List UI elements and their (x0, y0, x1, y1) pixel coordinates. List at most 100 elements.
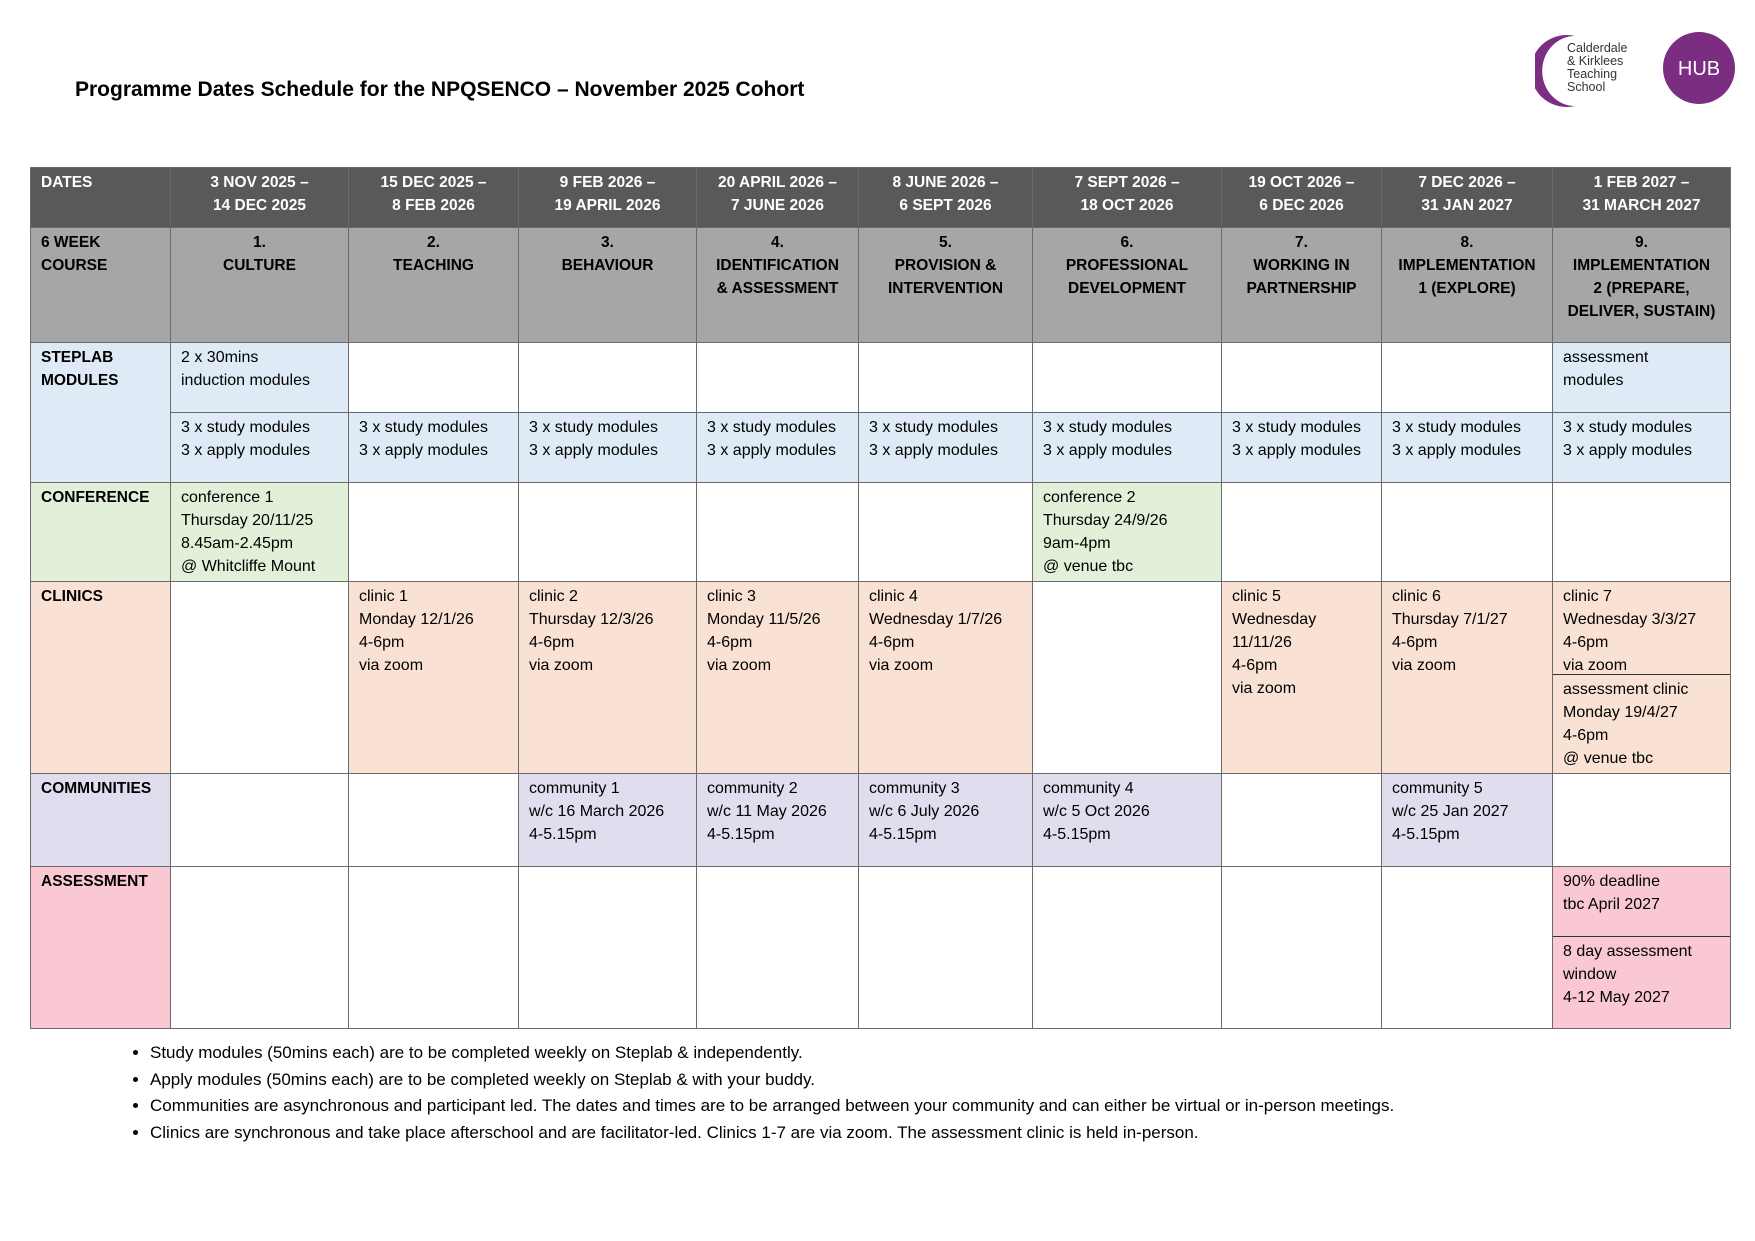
table-row: CLINICS clinic 1 Monday 12/1/26 4-6pm via… (30, 581, 1731, 774)
community-cell (170, 773, 349, 867)
note-item: Communities are asynchronous and partici… (150, 1093, 1394, 1120)
note-item: Apply modules (50mins each) are to be co… (150, 1067, 1394, 1094)
date-range-header: 19 OCT 2026 – 6 DEC 2026 (1221, 167, 1382, 228)
community-cell (1221, 773, 1382, 867)
steplab-cell: 3 x study modules 3 x apply modules (170, 412, 349, 483)
school-logo: Calderdale & Kirklees Teaching School HU… (1535, 32, 1735, 107)
clinic-cell: clinic 2 Thursday 12/3/26 4-6pm via zoom (518, 581, 697, 774)
steplab-cell (1221, 342, 1382, 413)
assessment-clinic: assessment clinic Monday 19/4/27 4-6pm @… (1553, 674, 1730, 773)
svg-text:Teaching: Teaching (1567, 67, 1617, 81)
course-unit: 5. PROVISION & INTERVENTION (858, 227, 1033, 343)
course-unit: 1. CULTURE (170, 227, 349, 343)
assessment-cell (1381, 866, 1553, 1029)
assessment-window: 8 day assessment window 4-12 May 2027 (1553, 936, 1730, 1012)
steplab-cell: 3 x study modules 3 x apply modules (1032, 412, 1222, 483)
date-range-header: 1 FEB 2027 – 31 MARCH 2027 (1552, 167, 1731, 228)
note-item: Clinics are synchronous and take place a… (150, 1120, 1394, 1147)
community-cell: community 5 w/c 25 Jan 2027 4-5.15pm (1381, 773, 1553, 867)
conference-cell: conference 2 Thursday 24/9/26 9am-4pm @ … (1032, 482, 1222, 582)
table-row: 6 WEEK COURSE 1. CULTURE 2. TEACHING 3. BEH… (30, 227, 1731, 343)
table-row: COMMUNITIES community 1 w/c 16 March 2026… (30, 773, 1731, 867)
svg-text:HUB: HUB (1678, 58, 1720, 80)
assessment-cell (518, 866, 697, 1029)
assessment-cell (1221, 866, 1382, 1029)
assessment-cell (348, 866, 519, 1029)
community-cell: community 4 w/c 5 Oct 2026 4-5.15pm (1032, 773, 1222, 867)
table-row: STEPLAB MODULES 2 x 30mins induction modu… (30, 342, 1731, 483)
community-cell: community 1 w/c 16 March 2026 4-5.15pm (518, 773, 697, 867)
assessment-cell (170, 866, 349, 1029)
steplab-cell (518, 342, 697, 413)
clinic-cell: clinic 1 Monday 12/1/26 4-6pm via zoom (348, 581, 519, 774)
steplab-cell (1032, 342, 1222, 413)
steplab-cell: 2 x 30mins induction modules (170, 342, 349, 413)
row-label-clinics: CLINICS (30, 581, 171, 774)
course-unit: 4. IDENTIFICATION & ASSESSMENT (696, 227, 859, 343)
note-item: Study modules (50mins each) are to be co… (150, 1040, 1394, 1067)
row-label-assessment: ASSESSMENT (30, 866, 171, 1029)
assessment-deadline: 90% deadline tbc April 2027 (1563, 873, 1660, 913)
clinic-cell: clinic 3 Monday 11/5/26 4-6pm via zoom (696, 581, 859, 774)
steplab-cell: 3 x study modules 3 x apply modules (1221, 412, 1382, 483)
steplab-cell: 3 x study modules 3 x apply modules (858, 412, 1033, 483)
conference-cell (348, 482, 519, 582)
clinic-cell: clinic 7 Wednesday 3/3/27 4-6pm via zoom… (1552, 581, 1731, 774)
community-cell (1552, 773, 1731, 867)
date-range-header: 15 DEC 2025 – 8 FEB 2026 (348, 167, 519, 228)
table-row: 3 x study modules 3 x apply modules 3 x s… (31, 412, 1731, 483)
clinic-cell: clinic 5 Wednesday 11/11/26 4-6pm via zo… (1221, 581, 1382, 774)
row-label-communities: COMMUNITIES (30, 773, 171, 867)
steplab-cell (1381, 342, 1553, 413)
date-range-header: 7 DEC 2026 – 31 JAN 2027 (1381, 167, 1553, 228)
schedule-table: DATES 3 NOV 2025 – 14 DEC 2025 15 DEC 2025… (30, 167, 1731, 1029)
row-label-conference: CONFERENCE (30, 482, 171, 582)
course-unit: 6. PROFESSIONAL DEVELOPMENT (1032, 227, 1222, 343)
date-range-header: 7 SEPT 2026 – 18 OCT 2026 (1032, 167, 1222, 228)
steplab-cell: 3 x study modules 3 x apply modules (1552, 412, 1731, 483)
assessment-cell (1032, 866, 1222, 1029)
date-range-header: 9 FEB 2026 – 19 APRIL 2026 (518, 167, 697, 228)
steplab-cell: assessment modules (1552, 342, 1731, 413)
steplab-cell (348, 342, 519, 413)
conference-cell (696, 482, 859, 582)
date-range-header: 8 JUNE 2026 – 6 SEPT 2026 (858, 167, 1033, 228)
table-row: DATES 3 NOV 2025 – 14 DEC 2025 15 DEC 2025… (30, 167, 1731, 228)
conference-cell (1221, 482, 1382, 582)
community-cell: community 2 w/c 11 May 2026 4-5.15pm (696, 773, 859, 867)
clinic-7: clinic 7 Wednesday 3/3/27 4-6pm via zoom (1563, 588, 1697, 674)
date-range-header: 3 NOV 2025 – 14 DEC 2025 (170, 167, 349, 228)
clinic-cell (1032, 581, 1222, 774)
course-unit: 8. IMPLEMENTATION 1 (EXPLORE) (1381, 227, 1553, 343)
conference-cell (858, 482, 1033, 582)
conference-cell (1552, 482, 1731, 582)
clinic-cell: clinic 6 Thursday 7/1/27 4-6pm via zoom (1381, 581, 1553, 774)
steplab-cell: 3 x study modules 3 x apply modules (1381, 412, 1553, 483)
conference-cell (1381, 482, 1553, 582)
page-title: Programme Dates Schedule for the NPQSENC… (75, 78, 805, 101)
clinic-cell: clinic 4 Wednesday 1/7/26 4-6pm via zoom (858, 581, 1033, 774)
conference-cell (518, 482, 697, 582)
steplab-cell: 3 x study modules 3 x apply modules (348, 412, 519, 483)
steplab-cell: 3 x study modules 3 x apply modules (518, 412, 697, 483)
svg-text:School: School (1567, 80, 1605, 94)
steplab-cell (858, 342, 1033, 413)
course-unit: 9. IMPLEMENTATION 2 (PREPARE, DELIVER, S… (1552, 227, 1731, 343)
course-unit: 3. BEHAVIOUR (518, 227, 697, 343)
date-range-header: 20 APRIL 2026 – 7 JUNE 2026 (696, 167, 859, 228)
course-unit: 7. WORKING IN PARTNERSHIP (1221, 227, 1382, 343)
steplab-cell: 3 x study modules 3 x apply modules (696, 412, 859, 483)
course-header: 6 WEEK COURSE (30, 227, 171, 343)
steplab-cell (696, 342, 859, 413)
svg-text:& Kirklees: & Kirklees (1567, 54, 1623, 68)
assessment-cell: 90% deadline tbc April 2027 8 day assessm… (1552, 866, 1731, 1029)
course-unit: 2. TEACHING (348, 227, 519, 343)
community-cell: community 3 w/c 6 July 2026 4-5.15pm (858, 773, 1033, 867)
assessment-cell (858, 866, 1033, 1029)
clinic-cell (170, 581, 349, 774)
table-row: CONFERENCE conference 1 Thursday 20/11/25… (30, 482, 1731, 582)
table-row: ASSESSMENT 90% deadline tbc April 2027 8 d… (30, 866, 1731, 1029)
assessment-cell (696, 866, 859, 1029)
row-label-steplab: STEPLAB MODULES (30, 342, 171, 483)
dates-header: DATES (30, 167, 171, 228)
